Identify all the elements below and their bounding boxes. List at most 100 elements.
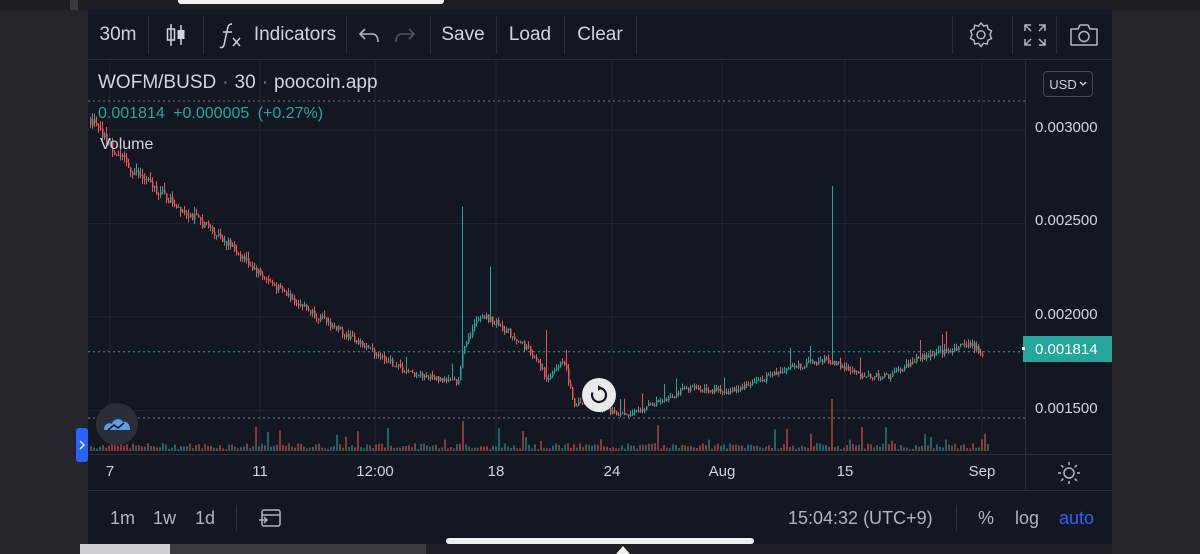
candle-body: [472, 328, 474, 336]
volume-bar: [591, 445, 593, 451]
candle-body: [724, 391, 726, 393]
save-button[interactable]: Save: [436, 10, 490, 60]
volume-bar: [831, 399, 833, 451]
candle-body: [730, 390, 732, 392]
clock-timezone-button[interactable]: 15:04:32 (UTC+9): [788, 491, 933, 545]
candle-body: [668, 397, 670, 401]
volume-bar: [447, 448, 449, 451]
candle-body: [532, 353, 534, 358]
volume-bar: [792, 445, 794, 451]
candle-body: [370, 347, 372, 349]
candle-body: [368, 345, 370, 349]
candle-body: [620, 413, 622, 416]
candle-body: [886, 373, 888, 375]
candle-body: [862, 375, 864, 378]
undo-button[interactable]: [354, 10, 384, 60]
candle-body: [224, 240, 226, 242]
candle-body: [800, 363, 802, 369]
candle-body: [440, 378, 442, 382]
volume-bar: [861, 426, 863, 451]
candle-body: [274, 284, 276, 286]
price-axis[interactable]: [1025, 61, 1112, 454]
chart-type-button[interactable]: [156, 10, 196, 60]
candle-body: [954, 348, 956, 352]
candle-body: [538, 360, 540, 364]
volume-bar: [327, 448, 329, 451]
range-1m-button[interactable]: 1m: [110, 491, 135, 545]
candle-body: [100, 127, 102, 129]
fullscreen-button[interactable]: [1020, 10, 1050, 60]
candle-body: [346, 333, 348, 337]
legend-source: poocoin.app: [274, 72, 378, 93]
candle-body: [94, 119, 96, 123]
candle-body: [956, 348, 958, 351]
volume-bar: [126, 444, 128, 451]
volume-bar: [582, 447, 584, 451]
volume-bar: [708, 439, 710, 451]
clear-button[interactable]: Clear: [570, 10, 630, 60]
candle-body: [580, 401, 582, 403]
candle-body: [518, 341, 520, 343]
volume-bar: [108, 445, 110, 451]
candle-body: [240, 254, 242, 259]
percent-scale-button[interactable]: %: [978, 491, 994, 545]
interval-selector[interactable]: 30m: [92, 10, 144, 60]
volume-bar: [444, 439, 446, 451]
volume-bar: [135, 445, 137, 451]
candle-body: [102, 128, 104, 138]
volume-bar: [99, 446, 101, 451]
candle-body: [542, 367, 544, 370]
candle-body: [748, 385, 750, 387]
candle-body: [314, 310, 316, 318]
volume-bar: [306, 448, 308, 451]
candle-body: [716, 387, 718, 391]
candle-body: [646, 406, 648, 411]
log-scale-button[interactable]: log: [1015, 491, 1039, 545]
chart-theme-button[interactable]: [1025, 454, 1112, 490]
volume-bar: [543, 447, 545, 451]
candle-body: [398, 364, 400, 367]
redo-button[interactable]: [390, 10, 420, 60]
currency-selector[interactable]: USD: [1043, 71, 1093, 97]
candle-body: [226, 240, 228, 246]
volume-bar: [264, 445, 266, 451]
time-axis[interactable]: [88, 454, 1025, 490]
indicators-button[interactable]: Indicators: [212, 10, 342, 60]
candle-body: [326, 317, 328, 323]
indicators-label: Indicators: [253, 24, 337, 45]
side-panel-handle[interactable]: [76, 428, 88, 462]
candle-body: [484, 316, 486, 319]
volume-bar: [312, 447, 314, 451]
clock-label: 15:04:32 (UTC+9): [788, 507, 933, 528]
candle-body: [150, 179, 152, 183]
volume-bar: [810, 433, 812, 451]
date-range-button[interactable]: [258, 491, 284, 545]
volume-bar: [624, 448, 626, 451]
auto-scale-button[interactable]: auto: [1059, 491, 1094, 545]
candle-body: [976, 346, 978, 351]
volume-bar: [468, 446, 470, 451]
candle-body: [514, 336, 516, 340]
range-1w-button[interactable]: 1w: [153, 491, 176, 545]
volume-legend: Volume: [100, 136, 154, 153]
volume-bar: [387, 427, 389, 451]
volume-bar: [504, 443, 506, 451]
toolbar-divider: [1012, 16, 1013, 54]
candle-body: [696, 387, 698, 389]
candle-body: [458, 380, 460, 385]
candle-body: [758, 380, 760, 382]
candle-body: [160, 191, 162, 196]
settings-button[interactable]: [964, 10, 998, 60]
candle-body: [966, 345, 968, 347]
volume-bar: [147, 443, 149, 451]
reset-chart-button[interactable]: [582, 378, 616, 412]
candle-body: [376, 354, 378, 356]
tradingview-logo[interactable]: [96, 403, 138, 445]
candle-body: [680, 388, 682, 395]
candle-body: [486, 314, 488, 319]
load-button[interactable]: Load: [502, 10, 558, 60]
screenshot-button[interactable]: [1066, 10, 1102, 60]
range-1d-button[interactable]: 1d: [195, 491, 215, 545]
candle-body: [214, 231, 216, 236]
candle-body: [914, 362, 916, 364]
